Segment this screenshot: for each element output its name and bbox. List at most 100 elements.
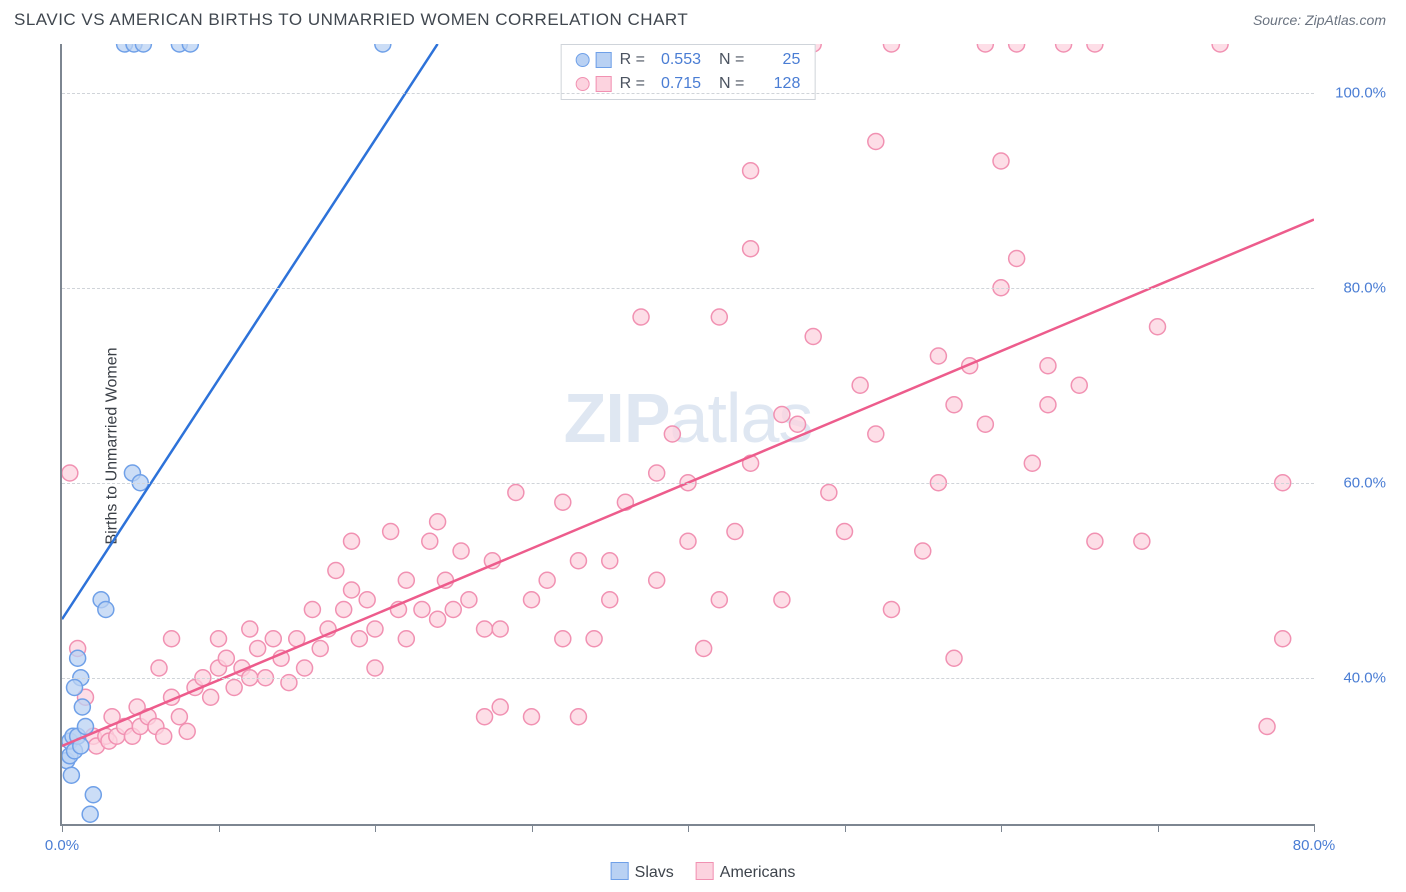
scatter-point: [250, 641, 266, 657]
scatter-point: [70, 650, 86, 666]
scatter-point: [67, 680, 83, 696]
scatter-point: [743, 241, 759, 257]
scatter-point: [367, 660, 383, 676]
x-tick: [688, 824, 689, 832]
scatter-point: [727, 524, 743, 540]
scatter-point: [555, 631, 571, 647]
scatter-point: [336, 602, 352, 618]
scatter-point: [179, 723, 195, 739]
scatter-point: [344, 533, 360, 549]
scatter-point: [430, 514, 446, 530]
scatter-point: [62, 465, 78, 481]
y-tick-label: 100.0%: [1335, 84, 1386, 101]
scatter-point: [203, 689, 219, 705]
scatter-point: [852, 377, 868, 393]
scatter-point: [477, 709, 493, 725]
scatter-point: [477, 621, 493, 637]
x-tick: [375, 824, 376, 832]
scatter-point: [430, 611, 446, 627]
scatter-point: [586, 631, 602, 647]
scatter-point: [1024, 455, 1040, 471]
scatter-point: [868, 426, 884, 442]
gridline: [62, 93, 1314, 94]
scatter-point: [1009, 251, 1025, 267]
scatter-point: [930, 348, 946, 364]
chart-area: Births to Unmarried Women ZIPatlas R = 0…: [14, 44, 1392, 848]
gridline: [62, 483, 1314, 484]
scatter-point: [805, 329, 821, 345]
scatter-point: [226, 680, 242, 696]
scatter-point: [304, 602, 320, 618]
scatter-point: [1071, 377, 1087, 393]
scatter-point: [461, 592, 477, 608]
scatter-point: [915, 543, 931, 559]
scatter-point: [297, 660, 313, 676]
scatter-point: [555, 494, 571, 510]
square-icon: [696, 862, 714, 880]
y-tick-label: 60.0%: [1343, 474, 1386, 491]
scatter-point: [383, 524, 399, 540]
scatter-point: [868, 134, 884, 150]
scatter-point: [398, 631, 414, 647]
scatter-point: [977, 416, 993, 432]
scatter-point: [1040, 358, 1056, 374]
scatter-point: [508, 485, 524, 501]
scatter-point: [74, 699, 90, 715]
scatter-point: [883, 602, 899, 618]
scatter-point: [492, 699, 508, 715]
x-tick: [1158, 824, 1159, 832]
scatter-point: [77, 719, 93, 735]
scatter-point: [946, 397, 962, 413]
scatter-point: [524, 709, 540, 725]
scatter-point: [211, 631, 227, 647]
scatter-point: [649, 465, 665, 481]
bottom-legend: Slavs Americans: [611, 862, 796, 882]
scatter-point: [218, 650, 234, 666]
scatter-point: [151, 660, 167, 676]
scatter-point: [1040, 397, 1056, 413]
scatter-point: [164, 631, 180, 647]
x-tick: [1314, 824, 1315, 832]
scatter-point: [398, 572, 414, 588]
y-tick-label: 80.0%: [1343, 279, 1386, 296]
square-icon: [596, 76, 612, 92]
scatter-point: [98, 602, 114, 618]
circle-icon: [576, 53, 590, 67]
scatter-point: [977, 44, 993, 52]
scatter-point: [743, 163, 759, 179]
x-tick-label: 0.0%: [45, 837, 79, 854]
scatter-point: [1212, 44, 1228, 52]
scatter-point: [1009, 44, 1025, 52]
scatter-point: [602, 592, 618, 608]
scatter-point: [453, 543, 469, 559]
scatter-point: [524, 592, 540, 608]
scatter-point: [171, 709, 187, 725]
x-tick-label: 80.0%: [1293, 837, 1336, 854]
scatter-point: [82, 806, 98, 822]
scatter-point: [883, 44, 899, 52]
scatter-point: [680, 533, 696, 549]
trend-line: [62, 44, 438, 619]
square-icon: [596, 52, 612, 68]
scatter-point: [445, 602, 461, 618]
scatter-point: [993, 153, 1009, 169]
scatter-point: [344, 582, 360, 598]
scatter-point: [821, 485, 837, 501]
scatter-point: [351, 631, 367, 647]
scatter-point: [1087, 533, 1103, 549]
scatter-point: [1150, 319, 1166, 335]
scatter-point: [711, 592, 727, 608]
scatter-point: [63, 767, 79, 783]
chart-source: Source: ZipAtlas.com: [1253, 12, 1386, 28]
scatter-point: [774, 592, 790, 608]
scatter-point: [570, 709, 586, 725]
scatter-plot: ZIPatlas R = 0.553 N = 25 R = 0.715 N = …: [60, 44, 1314, 826]
scatter-point: [492, 621, 508, 637]
chart-header: SLAVIC VS AMERICAN BIRTHS TO UNMARRIED W…: [0, 0, 1406, 36]
x-tick: [1001, 824, 1002, 832]
scatter-point: [1275, 631, 1291, 647]
scatter-point: [359, 592, 375, 608]
scatter-point: [312, 641, 328, 657]
scatter-point: [649, 572, 665, 588]
legend-item-slavs: Slavs: [611, 862, 674, 882]
